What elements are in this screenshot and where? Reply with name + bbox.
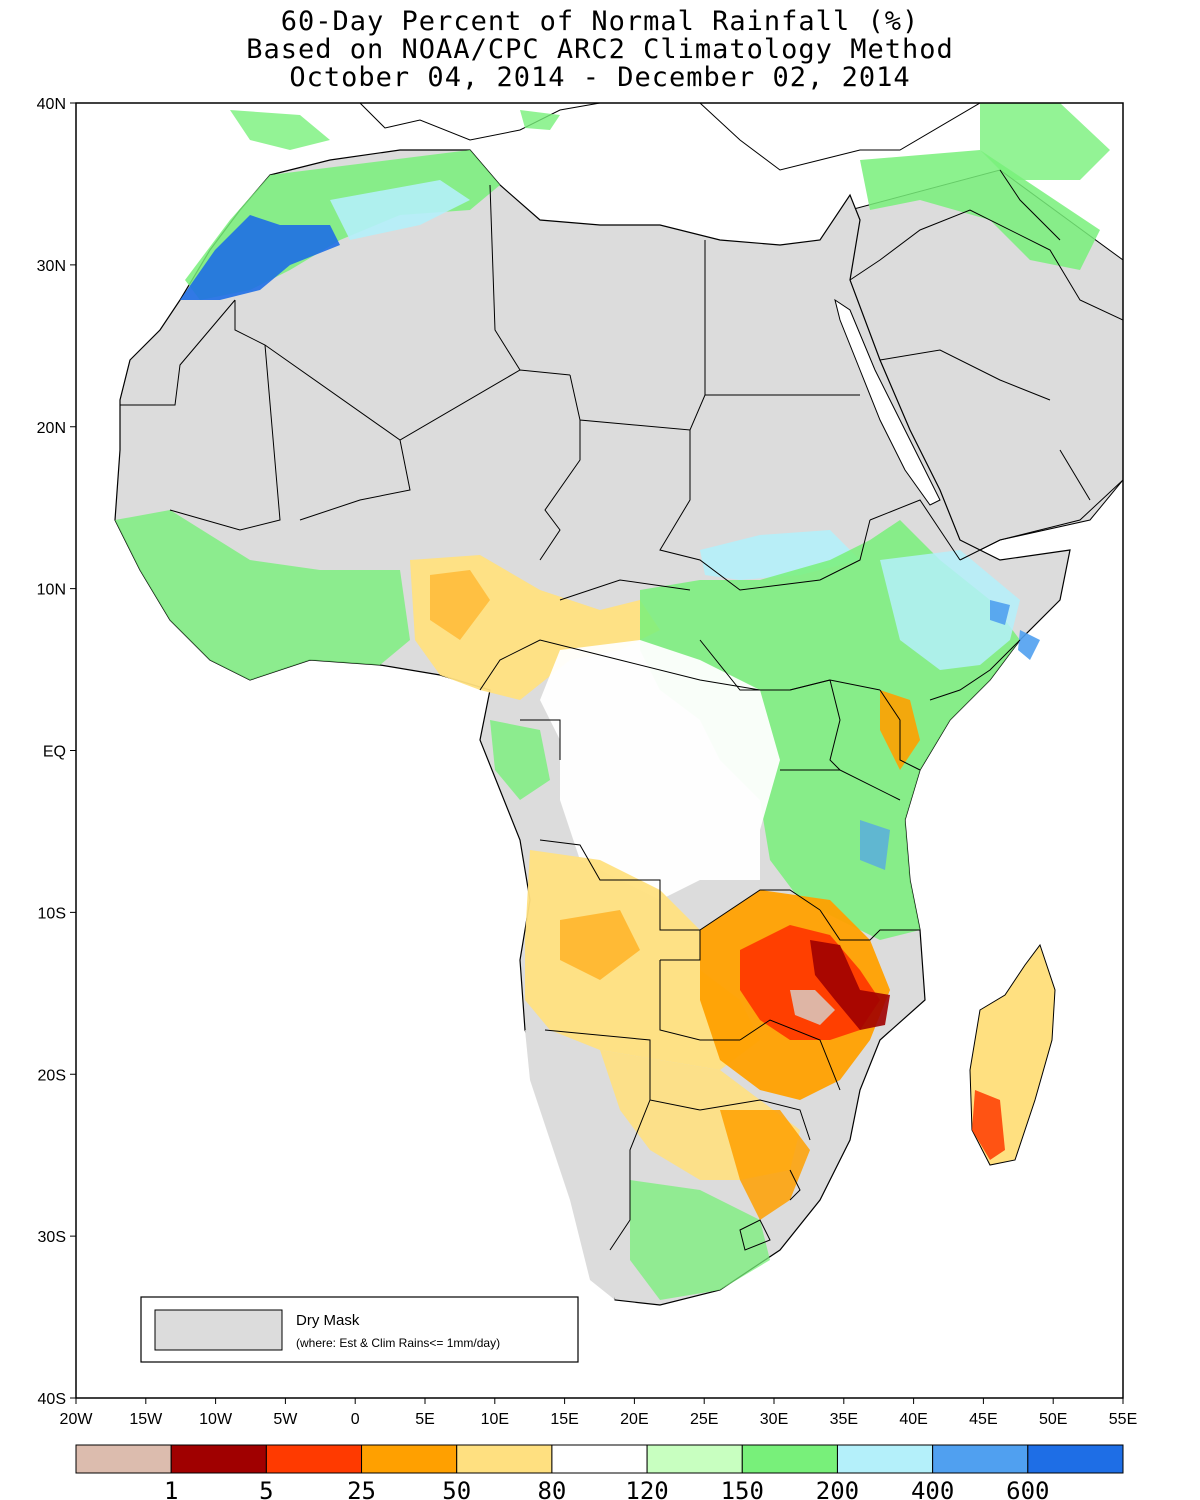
- map-title: 60-Day Percent of Normal Rainfall (%) Ba…: [0, 8, 1200, 92]
- europe-green-patches: [230, 103, 1110, 180]
- lat-tick-label: 30N: [37, 258, 66, 275]
- lat-tick-label: 10S: [38, 905, 66, 922]
- europe-landmass: [220, 103, 981, 171]
- color-bar-segment: [741, 1444, 838, 1474]
- dry-mask-legend: Dry Mask (where: Est & Clim Rains<= 1mm/…: [140, 1296, 579, 1363]
- lon-tick-label: 40E: [899, 1411, 927, 1428]
- color-bar-label: 80: [537, 1477, 566, 1500]
- color-bar-label: 50: [442, 1477, 471, 1500]
- angola-orange: [560, 910, 640, 980]
- tanzania-blue-spots: [860, 820, 890, 870]
- red-sea: [834, 298, 941, 506]
- map-area: [114, 103, 1123, 1306]
- algeria-light-blue: [330, 180, 470, 240]
- color-bar-segment: [1027, 1444, 1124, 1474]
- color-bar-labels: 1 5 25 50 80 120 150 200 400 600: [164, 1477, 1050, 1500]
- color-bar-label: 600: [1006, 1477, 1049, 1500]
- lon-tick-label: 15E: [550, 1411, 578, 1428]
- gabon-green: [490, 720, 550, 800]
- lon-tick-label: 0: [351, 1411, 360, 1428]
- lon-tick-label: 5W: [273, 1411, 298, 1428]
- west-africa-green: [115, 510, 410, 680]
- dry-mask-label: Dry Mask: [296, 1312, 360, 1329]
- lon-tick-label: 35E: [830, 1411, 858, 1428]
- lon-tick-label: 50E: [1039, 1411, 1067, 1428]
- madagascar-dry-area: [972, 1090, 1005, 1160]
- color-bar-label: 25: [347, 1477, 376, 1500]
- lon-tick-label: 20E: [620, 1411, 648, 1428]
- longitude-axis: 20W 15W 10W 5W 0 5E 10E 15E 20E 25E 30E 35E 40E 45E 50…: [60, 1398, 1137, 1428]
- middle-east-green: [860, 150, 1100, 270]
- lon-tick-label: 5E: [415, 1411, 435, 1428]
- congo-normal-area: [540, 640, 780, 900]
- angola-yellow: [525, 850, 760, 1070]
- lon-tick-label: 25E: [690, 1411, 718, 1428]
- lat-tick-label: 20S: [38, 1067, 66, 1084]
- zambia-pink-spot: [790, 990, 835, 1025]
- color-bar-label: 150: [721, 1477, 764, 1500]
- title-line-3: October 04, 2014 - December 02, 2014: [289, 62, 911, 93]
- lon-tick-label: 55E: [1109, 1411, 1137, 1428]
- lat-tick-label: 40S: [38, 1391, 66, 1408]
- title-line-2: Based on NOAA/CPC ARC2 Climatology Metho…: [246, 34, 954, 65]
- color-bar: [75, 1444, 1124, 1474]
- color-bar-segment: [932, 1444, 1029, 1474]
- ethiopia-light-blue: [880, 550, 1020, 670]
- color-bar-segment: [646, 1444, 743, 1474]
- color-bar-label: 120: [625, 1477, 668, 1500]
- lon-tick-label: 10W: [199, 1411, 233, 1428]
- horn-blue-spots: [990, 600, 1040, 660]
- lat-tick-label: 20N: [37, 420, 66, 437]
- color-bar-segment: [265, 1444, 363, 1474]
- lat-tick-label: 30S: [38, 1229, 66, 1246]
- dry-mask-note: (where: Est & Clim Rains<= 1mm/day): [296, 1336, 500, 1350]
- color-bar-segment: [456, 1444, 553, 1474]
- color-bar-segment: [551, 1444, 648, 1474]
- country-borders: [120, 169, 1123, 1251]
- color-bar-label: 5: [259, 1477, 273, 1500]
- lat-tick-label: 40N: [37, 96, 66, 113]
- namibia-dry: [525, 1030, 615, 1300]
- lon-tick-label: 10E: [481, 1411, 509, 1428]
- color-bar-segment: [361, 1444, 458, 1474]
- lon-tick-label: 20W: [60, 1411, 94, 1428]
- south-africa-orange: [720, 1110, 810, 1220]
- lon-tick-label: 45E: [969, 1411, 997, 1428]
- lon-tick-label: 15W: [129, 1411, 163, 1428]
- malawi-dark-red: [810, 940, 890, 1030]
- latitude-axis: 40N 30N 20N 10N EQ 10S 20S 30S 40S: [37, 96, 76, 1408]
- color-bar-label: 400: [911, 1477, 954, 1500]
- color-bar-segment: [75, 1444, 172, 1474]
- nigeria-orange: [430, 570, 490, 640]
- color-bar-segment: [170, 1444, 267, 1474]
- lat-tick-label: EQ: [43, 744, 66, 761]
- lon-tick-label: 30E: [760, 1411, 788, 1428]
- lat-tick-label: 10N: [37, 582, 66, 599]
- color-bar-label: 1: [164, 1477, 178, 1500]
- morocco-wet-area: [180, 215, 340, 300]
- south-africa-green: [630, 1180, 770, 1300]
- title-line-1: 60-Day Percent of Normal Rainfall (%): [280, 6, 920, 37]
- color-bar-label: 200: [816, 1477, 859, 1500]
- color-bar-segment: [836, 1444, 934, 1474]
- dry-mask-swatch: [154, 1309, 283, 1351]
